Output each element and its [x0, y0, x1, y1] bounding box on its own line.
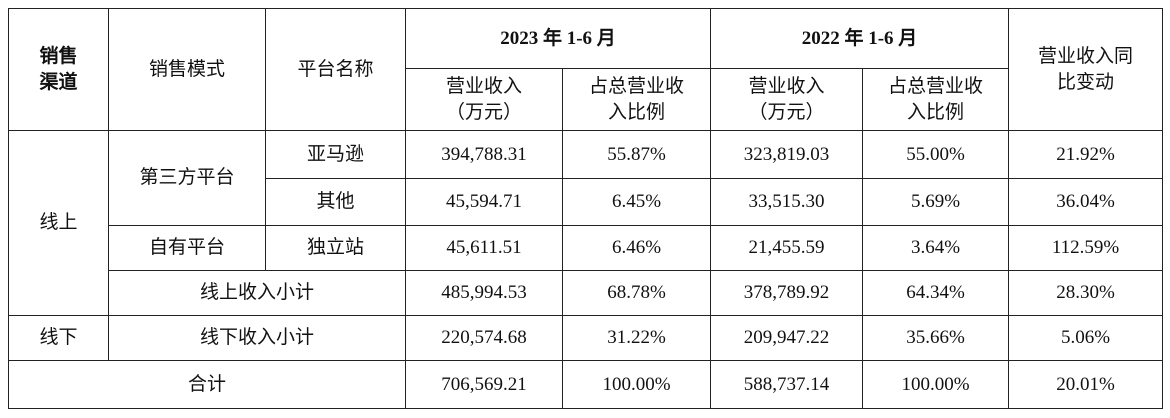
value-cell: 45,594.71 — [405, 178, 563, 226]
value-cell: 45,611.51 — [405, 225, 563, 271]
value-cell: 6.45% — [561, 178, 712, 226]
header-cell: 2023 年 1-6 月 — [404, 8, 712, 69]
data-row: 线下 线下收入小计 220,574.68 31.22% 209,947.22 35.6… — [8, 315, 1164, 361]
data-row: 线上收入小计 485,994.53 68.78% 378,789.92 64.34% 2… — [9, 270, 1164, 316]
header-cell: 营业收入 （万元） — [405, 68, 563, 131]
header-cell: 销售 渠道 — [8, 8, 109, 131]
value-cell: 35.66% — [862, 315, 1010, 361]
value-cell: 64.34% — [862, 270, 1010, 316]
value-cell: 100.00% — [862, 360, 1010, 409]
value-cell: 220,574.68 — [405, 315, 563, 361]
total-label: 合计 — [8, 360, 406, 409]
channel-cell: 线上 — [8, 130, 109, 316]
value-cell: 20.01% — [1008, 360, 1164, 409]
value-cell: 21,455.59 — [710, 225, 864, 271]
header-line: 入比例 — [907, 101, 965, 123]
value-cell: 36.04% — [1008, 178, 1164, 226]
platform-cell: 其他 — [265, 178, 406, 226]
subtotal-label: 线下收入小计 — [108, 315, 406, 361]
value-cell: 6.46% — [561, 225, 712, 271]
header-line: 销售 — [39, 45, 78, 67]
value-cell: 31.22% — [561, 315, 712, 361]
header-cell: 占总营业收 入比例 — [561, 68, 712, 131]
header-line: （万元） — [445, 101, 522, 123]
header-row: 营业收入 （万元） 占总营业收入比例 营业收入 （万元） 占总营业收入比例 — [9, 68, 1163, 131]
value-cell: 706,569.21 — [405, 360, 563, 409]
value-cell: 33,515.30 — [710, 178, 864, 226]
header-line: 入比例 — [608, 101, 666, 123]
header-line: 营业收入 — [748, 75, 825, 97]
value-cell: 28.30% — [1008, 270, 1164, 316]
value-cell: 112.59% — [1008, 225, 1164, 271]
header-cell: 营业收入 （万元） — [710, 68, 864, 131]
platform-cell: 独立站 — [265, 225, 406, 271]
value-cell: 68.78% — [561, 270, 712, 316]
value-cell: 323,819.03 — [710, 130, 864, 179]
header-cell: 营业收入同 比变动 — [1008, 8, 1164, 131]
value-cell: 3.64% — [862, 225, 1010, 271]
subtotal-label: 线上收入小计 — [108, 270, 406, 316]
value-cell: 394,788.31 — [405, 130, 563, 179]
header-line: 占总营业收 — [589, 75, 685, 97]
value-cell: 55.00% — [862, 130, 1010, 179]
channel-cell: 线下 — [8, 315, 109, 361]
header-cell: 销售模式 — [108, 8, 266, 131]
revenue-table: 销售渠道 销售模式 平台名称 2023 年 1-6 月 2022 年 1-6 月… — [8, 8, 1164, 409]
value-cell: 5.06% — [1008, 315, 1164, 361]
mode-cell: 自有平台 — [108, 225, 266, 271]
data-row: 自有平台 独立站 45,611.51 6.46% 21,455.59 3.64% 112… — [9, 225, 1164, 271]
header-line: 营业收入 — [445, 75, 522, 97]
header-line: 营业收入同 — [1038, 45, 1134, 67]
header-line: 渠道 — [39, 71, 78, 93]
mode-cell: 第三方平台 — [108, 130, 266, 226]
value-cell: 21.92% — [1008, 130, 1164, 179]
header-line: （万元） — [748, 101, 825, 123]
header-row: 销售渠道 销售模式 平台名称 2023 年 1-6 月 2022 年 1-6 月… — [8, 8, 1164, 131]
header-line: 比变动 — [1057, 71, 1115, 93]
platform-cell: 亚马逊 — [265, 130, 406, 179]
header-cell: 2022 年 1-6 月 — [710, 8, 1010, 69]
data-row: 合计 706,569.21 100.00% 588,737.14 100.00% 20.… — [8, 360, 1164, 409]
value-cell: 209,947.22 — [710, 315, 864, 361]
header-cell: 平台名称 — [265, 8, 406, 131]
data-row: 其他 45,594.71 6.45% 33,515.30 5.69% 36.04% — [9, 178, 1164, 226]
data-row: 线上 第三方平台 亚马逊 394,788.31 55.87% 323,819.03 5… — [8, 130, 1164, 316]
header-cell: 占总营业收 入比例 — [862, 68, 1010, 131]
value-cell: 485,994.53 — [405, 270, 563, 316]
value-cell: 378,789.92 — [710, 270, 864, 316]
value-cell: 100.00% — [561, 360, 712, 409]
value-cell: 5.69% — [862, 178, 1010, 226]
value-cell: 55.87% — [561, 130, 712, 179]
header-line: 占总营业收 — [888, 75, 984, 97]
value-cell: 588,737.14 — [710, 360, 864, 409]
